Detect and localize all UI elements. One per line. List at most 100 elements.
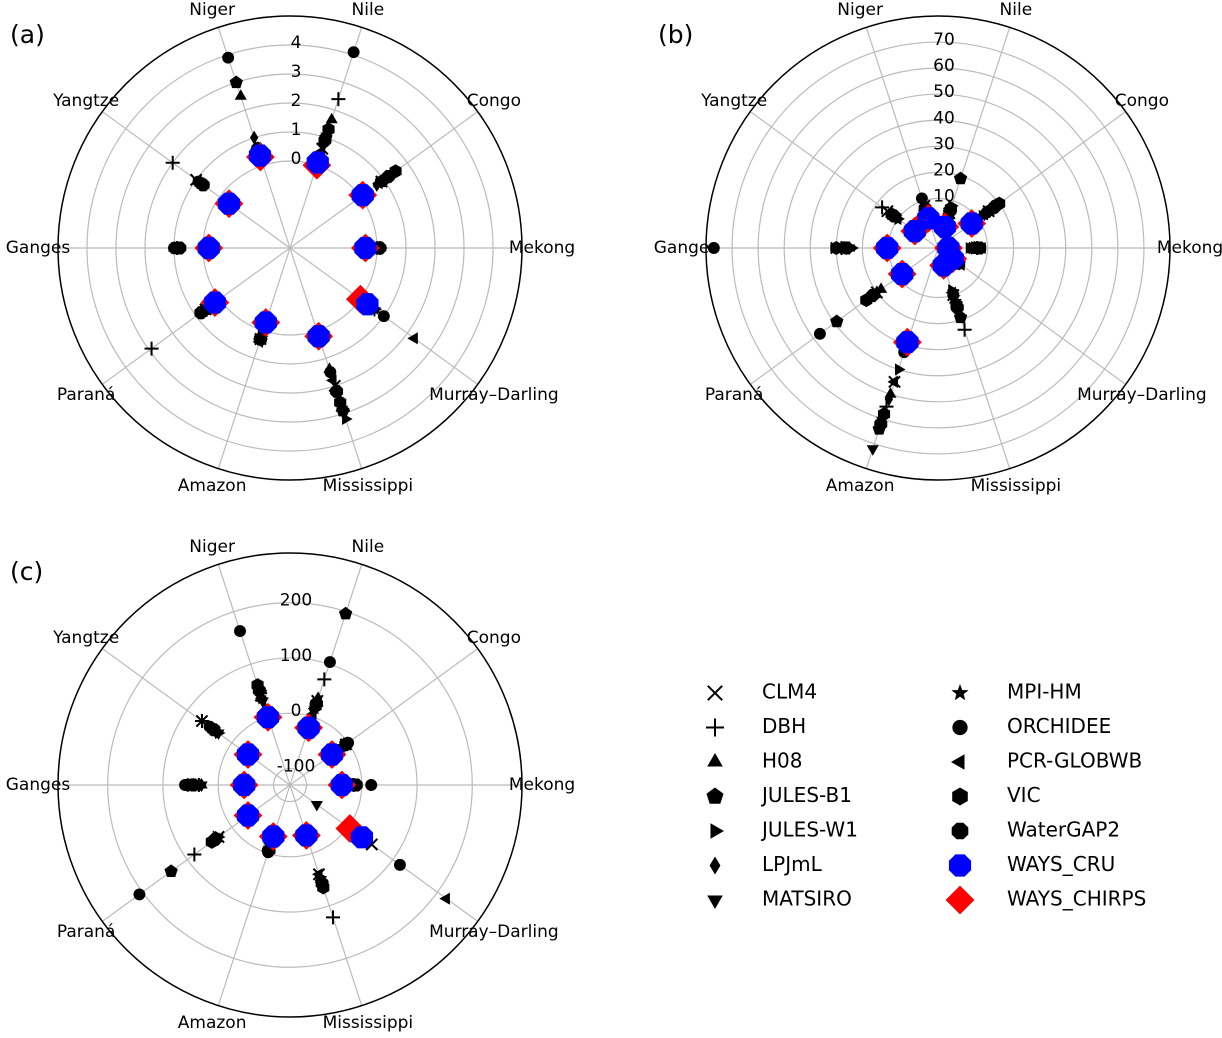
category-label: Amazon bbox=[826, 476, 895, 496]
legend-label: CLM4 bbox=[762, 680, 817, 704]
grid-circle bbox=[86, 44, 494, 452]
data-point bbox=[866, 445, 879, 456]
r-tick-label: 20 bbox=[933, 160, 955, 180]
category-label: Mekong bbox=[509, 775, 575, 795]
legend-marker bbox=[951, 822, 969, 840]
data-point bbox=[351, 184, 374, 207]
grid-circle bbox=[162, 657, 418, 913]
legend-marker bbox=[945, 885, 975, 915]
category-label: Mississippi bbox=[323, 476, 414, 496]
data-point bbox=[236, 743, 260, 766]
data-point bbox=[315, 877, 329, 891]
r-tick-label: 40 bbox=[933, 108, 955, 128]
category-label: Paraná bbox=[705, 385, 764, 405]
r-tick-label: 2 bbox=[291, 91, 302, 111]
legend-label: WAYS_CRU bbox=[1007, 852, 1115, 876]
legend-marker bbox=[709, 856, 721, 875]
category-label: Yangtze bbox=[52, 91, 119, 111]
data-point bbox=[354, 236, 377, 260]
data-point bbox=[236, 804, 260, 827]
r-tick-label: 70 bbox=[933, 30, 955, 50]
category-label: Niger bbox=[837, 0, 883, 20]
data-point bbox=[957, 322, 972, 337]
category-label: Mekong bbox=[1157, 238, 1222, 258]
data-point bbox=[377, 310, 390, 323]
outer-circle bbox=[705, 15, 1171, 481]
data-point bbox=[229, 75, 243, 89]
category-label: Ganges bbox=[654, 238, 719, 258]
data-point bbox=[347, 46, 360, 59]
data-point bbox=[234, 625, 246, 638]
legend: CLM4 DBH H08 JULES-B1 JULES-W1 LPJmL MATSIRO MP… bbox=[760, 680, 1146, 911]
category-label: Amazon bbox=[178, 1013, 247, 1033]
legend-label: MATSIRO bbox=[762, 887, 852, 911]
data-point bbox=[133, 888, 146, 901]
legend-label: VIC bbox=[1007, 783, 1041, 807]
data-point bbox=[248, 144, 272, 167]
data-point bbox=[326, 374, 337, 387]
legend-label: JULES-W1 bbox=[760, 818, 858, 842]
legend-marker bbox=[952, 719, 968, 736]
data-point bbox=[306, 151, 329, 174]
data-point bbox=[255, 694, 267, 708]
data-point bbox=[373, 241, 387, 255]
data-point bbox=[249, 130, 259, 145]
data-point bbox=[337, 409, 350, 421]
r-tick-label: 0 bbox=[291, 149, 302, 169]
data-point bbox=[372, 177, 383, 190]
r-tick-label: 200 bbox=[280, 591, 312, 611]
category-label: Murray–Darling bbox=[429, 922, 559, 942]
legend-marker bbox=[706, 787, 724, 804]
panel-label: (c) bbox=[10, 557, 43, 586]
legend-marker bbox=[706, 718, 724, 737]
data-point bbox=[895, 363, 906, 376]
legend-marker bbox=[951, 754, 965, 770]
data-point bbox=[874, 417, 888, 431]
data-point bbox=[891, 262, 914, 286]
data-point bbox=[326, 910, 341, 925]
data-point bbox=[297, 716, 320, 739]
data-point bbox=[295, 824, 318, 847]
data-point bbox=[875, 200, 890, 215]
category-label: Congo bbox=[1115, 91, 1169, 111]
category-label: Nile bbox=[352, 0, 385, 20]
data-point bbox=[187, 847, 202, 862]
category-label: Yangtze bbox=[700, 91, 767, 111]
data-point bbox=[330, 384, 344, 398]
data-point bbox=[950, 301, 964, 314]
outer-circle bbox=[57, 552, 523, 1018]
data-point bbox=[887, 209, 901, 223]
data-point bbox=[317, 672, 332, 687]
data-point bbox=[356, 293, 379, 316]
data-point bbox=[884, 392, 894, 407]
spoke bbox=[217, 564, 291, 786]
grid-circle bbox=[731, 41, 1145, 455]
panel-label: (a) bbox=[10, 20, 45, 49]
spoke bbox=[101, 784, 291, 922]
data-point bbox=[252, 683, 266, 697]
legend-label: ORCHIDEE bbox=[1007, 714, 1111, 738]
data-point bbox=[339, 737, 353, 751]
data-point bbox=[253, 332, 267, 346]
data-point bbox=[196, 178, 210, 192]
data-point bbox=[320, 743, 344, 766]
data-point bbox=[953, 171, 968, 185]
data-point bbox=[207, 723, 221, 737]
r-tick-label: 100 bbox=[280, 646, 312, 666]
legend-marker bbox=[952, 787, 968, 806]
polar-panel: (c) Nile Congo Mekong Murray–Darling Mississi… bbox=[6, 537, 575, 1033]
r-tick-label: 50 bbox=[933, 82, 955, 102]
data-point bbox=[233, 773, 256, 797]
data-point bbox=[338, 606, 353, 620]
category-label: Mississippi bbox=[971, 476, 1062, 496]
data-point bbox=[365, 779, 378, 791]
data-point bbox=[324, 366, 337, 379]
data-point bbox=[840, 241, 854, 255]
category-label: Murray–Darling bbox=[1077, 385, 1207, 405]
category-label: Nile bbox=[352, 537, 385, 557]
data-point bbox=[960, 212, 983, 235]
data-point bbox=[309, 697, 323, 711]
r-tick-label: 4 bbox=[291, 33, 302, 53]
